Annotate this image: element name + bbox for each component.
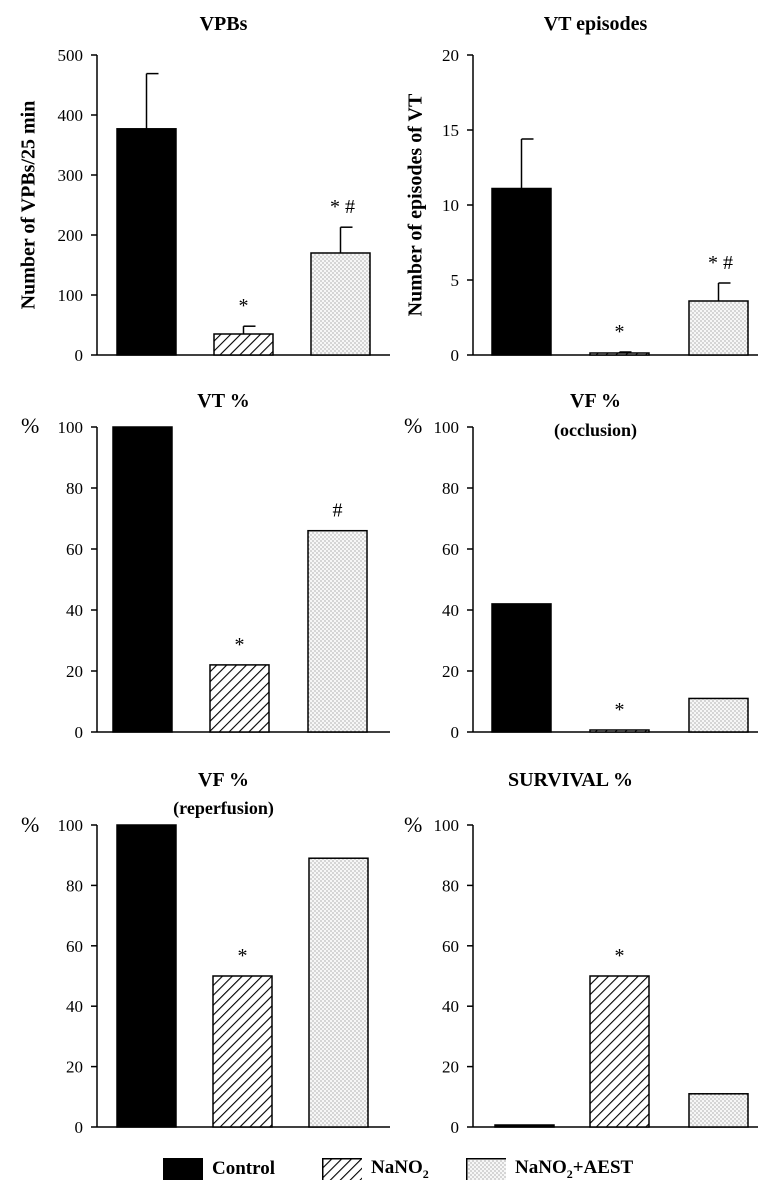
legend-label-nano2-sub: 2: [422, 1166, 429, 1181]
bar-control: [116, 824, 177, 1128]
bar-nano2-aest: [307, 529, 368, 733]
y-tick-label: 60: [66, 540, 83, 559]
bar-nano2-aest: [310, 252, 371, 356]
bar-control: [112, 426, 173, 733]
bar-nano2: [589, 352, 650, 356]
bar-nano2: [212, 975, 273, 1128]
significance-mark-nano2: *: [235, 634, 245, 656]
legend-label-nano2-main: NaNO: [371, 1156, 423, 1178]
bar-nano2-aest: [308, 857, 369, 1128]
legend-swatch-control: [163, 1158, 203, 1180]
bar-nano2: [589, 729, 650, 733]
y-tick-label: 20: [66, 1058, 83, 1077]
y-axis-label: %: [21, 413, 39, 438]
bar-control: [494, 1124, 555, 1128]
y-tick-label: 40: [66, 997, 83, 1016]
bar-control: [491, 187, 552, 356]
legend-label-nano2: NaNO2: [371, 1157, 429, 1182]
bar-nano2-aest: [688, 300, 749, 356]
y-axis-label: %: [404, 413, 422, 438]
y-tick-label: 5: [451, 271, 460, 290]
y-tick-label: 0: [451, 1118, 460, 1137]
legend-swatch-nano2-aest: [466, 1158, 506, 1180]
y-tick-label: 400: [58, 106, 84, 125]
y-tick-label: 0: [451, 723, 460, 742]
bar-nano2-aest: [688, 1093, 749, 1128]
significance-mark-nano2: *: [615, 321, 625, 343]
chart-panel-6: SURVIVAL %% 0 20 40 60 80 100 *: [404, 769, 758, 1137]
y-tick-label: 20: [66, 662, 83, 681]
y-tick-label: 20: [442, 1058, 459, 1077]
legend-item-nano2-aest: NaNO2+AEST: [466, 1156, 633, 1182]
y-tick-label: 100: [58, 418, 84, 437]
y-axis-label: %: [404, 812, 422, 837]
y-axis-label: Number of episodes of VT: [405, 93, 427, 316]
y-tick-label: 80: [66, 479, 83, 498]
chart-subtitle: (reperfusion): [173, 798, 274, 819]
y-tick-label: 40: [442, 601, 459, 620]
y-tick-label: 100: [434, 418, 460, 437]
legend: Control NaNO2 NaNO2+AEST: [0, 1156, 758, 1182]
y-tick-label: 80: [442, 479, 459, 498]
legend-label-nano2aest-tail: +AEST: [572, 1156, 634, 1178]
significance-mark-nano2: *: [615, 945, 625, 967]
y-tick-label: 20: [442, 662, 459, 681]
significance-mark-nano2-aest: * #: [708, 252, 733, 274]
chart-title: VF %: [570, 390, 621, 412]
significance-mark-nano2-aest: * #: [330, 196, 355, 218]
y-tick-label: 0: [75, 1118, 84, 1137]
bar-nano2: [589, 975, 650, 1128]
y-tick-label: 20: [442, 46, 459, 65]
legend-label-control: Control: [212, 1158, 275, 1179]
chart-title: SURVIVAL %: [508, 769, 633, 791]
y-tick-label: 60: [442, 540, 459, 559]
y-tick-label: 100: [58, 286, 84, 305]
y-tick-label: 500: [58, 46, 84, 65]
chart-title: VF %: [198, 769, 249, 791]
y-tick-label: 60: [442, 937, 459, 956]
y-tick-label: 0: [451, 346, 460, 365]
y-tick-label: 80: [442, 876, 459, 895]
y-tick-label: 200: [58, 226, 84, 245]
y-axis-label: Number of VPBs/25 min: [18, 101, 40, 310]
significance-mark-nano2: *: [615, 699, 625, 721]
legend-swatch-nano2: [322, 1158, 362, 1180]
y-tick-label: 40: [66, 601, 83, 620]
chart-panel-4: VF % (occlusion)% 0 20 40 60 80 100 *: [404, 390, 758, 742]
chart-title: VT episodes: [544, 13, 648, 35]
significance-mark-nano2: *: [239, 295, 249, 317]
chart-panel-2: VT episodes Number of episodes of VT 0 5 10 1…: [405, 13, 758, 365]
significance-mark-nano2-aest: #: [333, 500, 343, 522]
y-tick-label: 0: [75, 723, 84, 742]
bar-nano2: [213, 333, 274, 356]
y-tick-label: 100: [58, 816, 84, 835]
legend-label-nano2aest-main: NaNO: [515, 1156, 567, 1178]
chart-panel-1: VPBs Number of VPBs/25 min 0 100 200 300 400 50…: [18, 13, 390, 365]
legend-label-nano2-aest: NaNO2+AEST: [515, 1157, 633, 1182]
legend-item-control: Control: [163, 1156, 275, 1182]
y-tick-label: 15: [442, 121, 459, 140]
y-tick-label: 10: [442, 196, 459, 215]
chart-panel-3: VT %% 0 20 40 60 80 100 * #: [21, 390, 390, 742]
legend-label-nano2aest-sub: 2: [566, 1166, 573, 1181]
y-tick-label: 80: [66, 876, 83, 895]
y-tick-label: 300: [58, 166, 84, 185]
chart-title: VT %: [197, 390, 249, 412]
y-tick-label: 0: [75, 346, 84, 365]
chart-panel-5: VF % (reperfusion)% 0 20 40 60 80 100 *: [21, 769, 390, 1137]
y-tick-label: 100: [434, 816, 460, 835]
significance-mark-nano2: *: [238, 945, 248, 967]
y-tick-label: 60: [66, 937, 83, 956]
bar-nano2: [209, 664, 270, 733]
bar-control: [491, 603, 552, 733]
chart-title: VPBs: [200, 13, 248, 35]
bar-control: [116, 128, 177, 356]
chart-subtitle: (occlusion): [554, 420, 637, 441]
legend-item-nano2: NaNO2: [322, 1156, 429, 1182]
y-tick-label: 40: [442, 997, 459, 1016]
bar-nano2-aest: [688, 697, 749, 733]
y-axis-label: %: [21, 812, 39, 837]
